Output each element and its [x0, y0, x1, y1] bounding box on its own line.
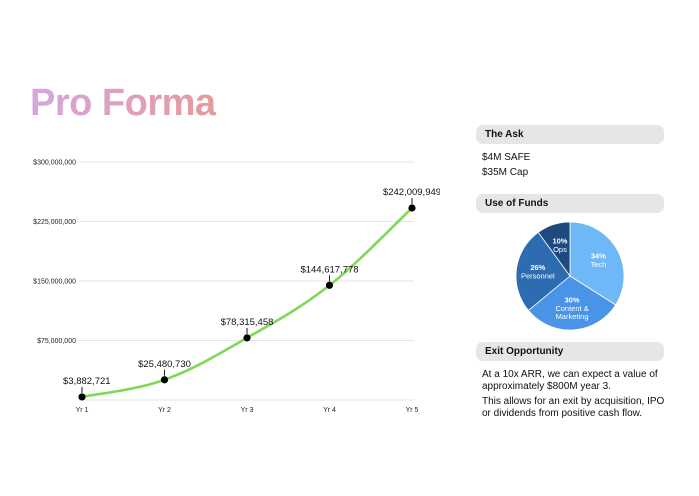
pie-slice-ops — [537, 221, 571, 278]
data-label: $78,315,458 — [221, 317, 274, 328]
pie-slice-label: Tech — [590, 260, 606, 269]
ask-header: The Ask — [476, 125, 664, 144]
exit-line-3: This allows for an exit by acquisition, … — [482, 396, 665, 407]
funds-header: Use of Funds — [476, 194, 664, 213]
y-tick-label: $150,000,000 — [33, 279, 76, 286]
exit-header: Exit Opportunity — [476, 342, 664, 361]
pie-slice-label: 10% — [552, 236, 567, 245]
x-tick-label: Yr 3 — [241, 407, 254, 414]
ask-line-safe: $4M SAFE — [482, 152, 531, 163]
pie-slice-label: 30% — [565, 295, 580, 304]
ask-line-cap: $35M Cap — [482, 167, 529, 178]
data-point — [78, 393, 86, 401]
exit-line-1: At a 10x ARR, we can expect a value of — [482, 369, 658, 380]
data-label: $144,617,778 — [300, 264, 358, 275]
data-point — [408, 204, 416, 212]
data-point — [325, 281, 334, 289]
pie-slice-content-marketing — [527, 275, 617, 331]
y-tick-label: $75,000,000 — [37, 338, 76, 345]
exit-line-4: or dividends from positive cash flow. — [482, 408, 643, 419]
revenue-line-chart: $75,000,000 $150,000,000 $225,000,000 $300,… — [33, 160, 440, 415]
pie-slice-label: Content & — [555, 304, 588, 313]
pie-slice-label: Personnel — [521, 272, 555, 281]
use-of-funds-pie-chart: 34%Tech 30%Content &Marketing 26%Personnel… — [515, 221, 625, 331]
x-tick-label: Yr 1 — [76, 407, 89, 414]
y-tick-label: $225,000,000 — [33, 219, 76, 226]
pie-slice-personnel — [515, 231, 571, 311]
data-point — [160, 376, 169, 384]
exit-line-2: approximately $800M year 3. — [482, 381, 611, 392]
data-label: $25,480,730 — [138, 359, 191, 370]
revenue-series-line — [80, 206, 414, 399]
x-tick-label: Yr 5 — [406, 407, 419, 414]
data-label: $242,009,949 — [383, 187, 440, 198]
pie-slice-label: Marketing — [556, 312, 589, 321]
x-tick-label: Yr 2 — [158, 407, 171, 414]
x-tick-label: Yr 4 — [323, 407, 336, 414]
pie-slice-label: Ops — [553, 245, 567, 254]
pie-slice-label: 26% — [530, 263, 545, 272]
page-title: Pro Forma — [30, 82, 216, 124]
pie-slice-label: 34% — [591, 252, 606, 261]
data-point — [243, 334, 251, 342]
y-tick-label: $300,000,000 — [33, 160, 76, 167]
data-label: $3,882,721 — [63, 376, 111, 387]
